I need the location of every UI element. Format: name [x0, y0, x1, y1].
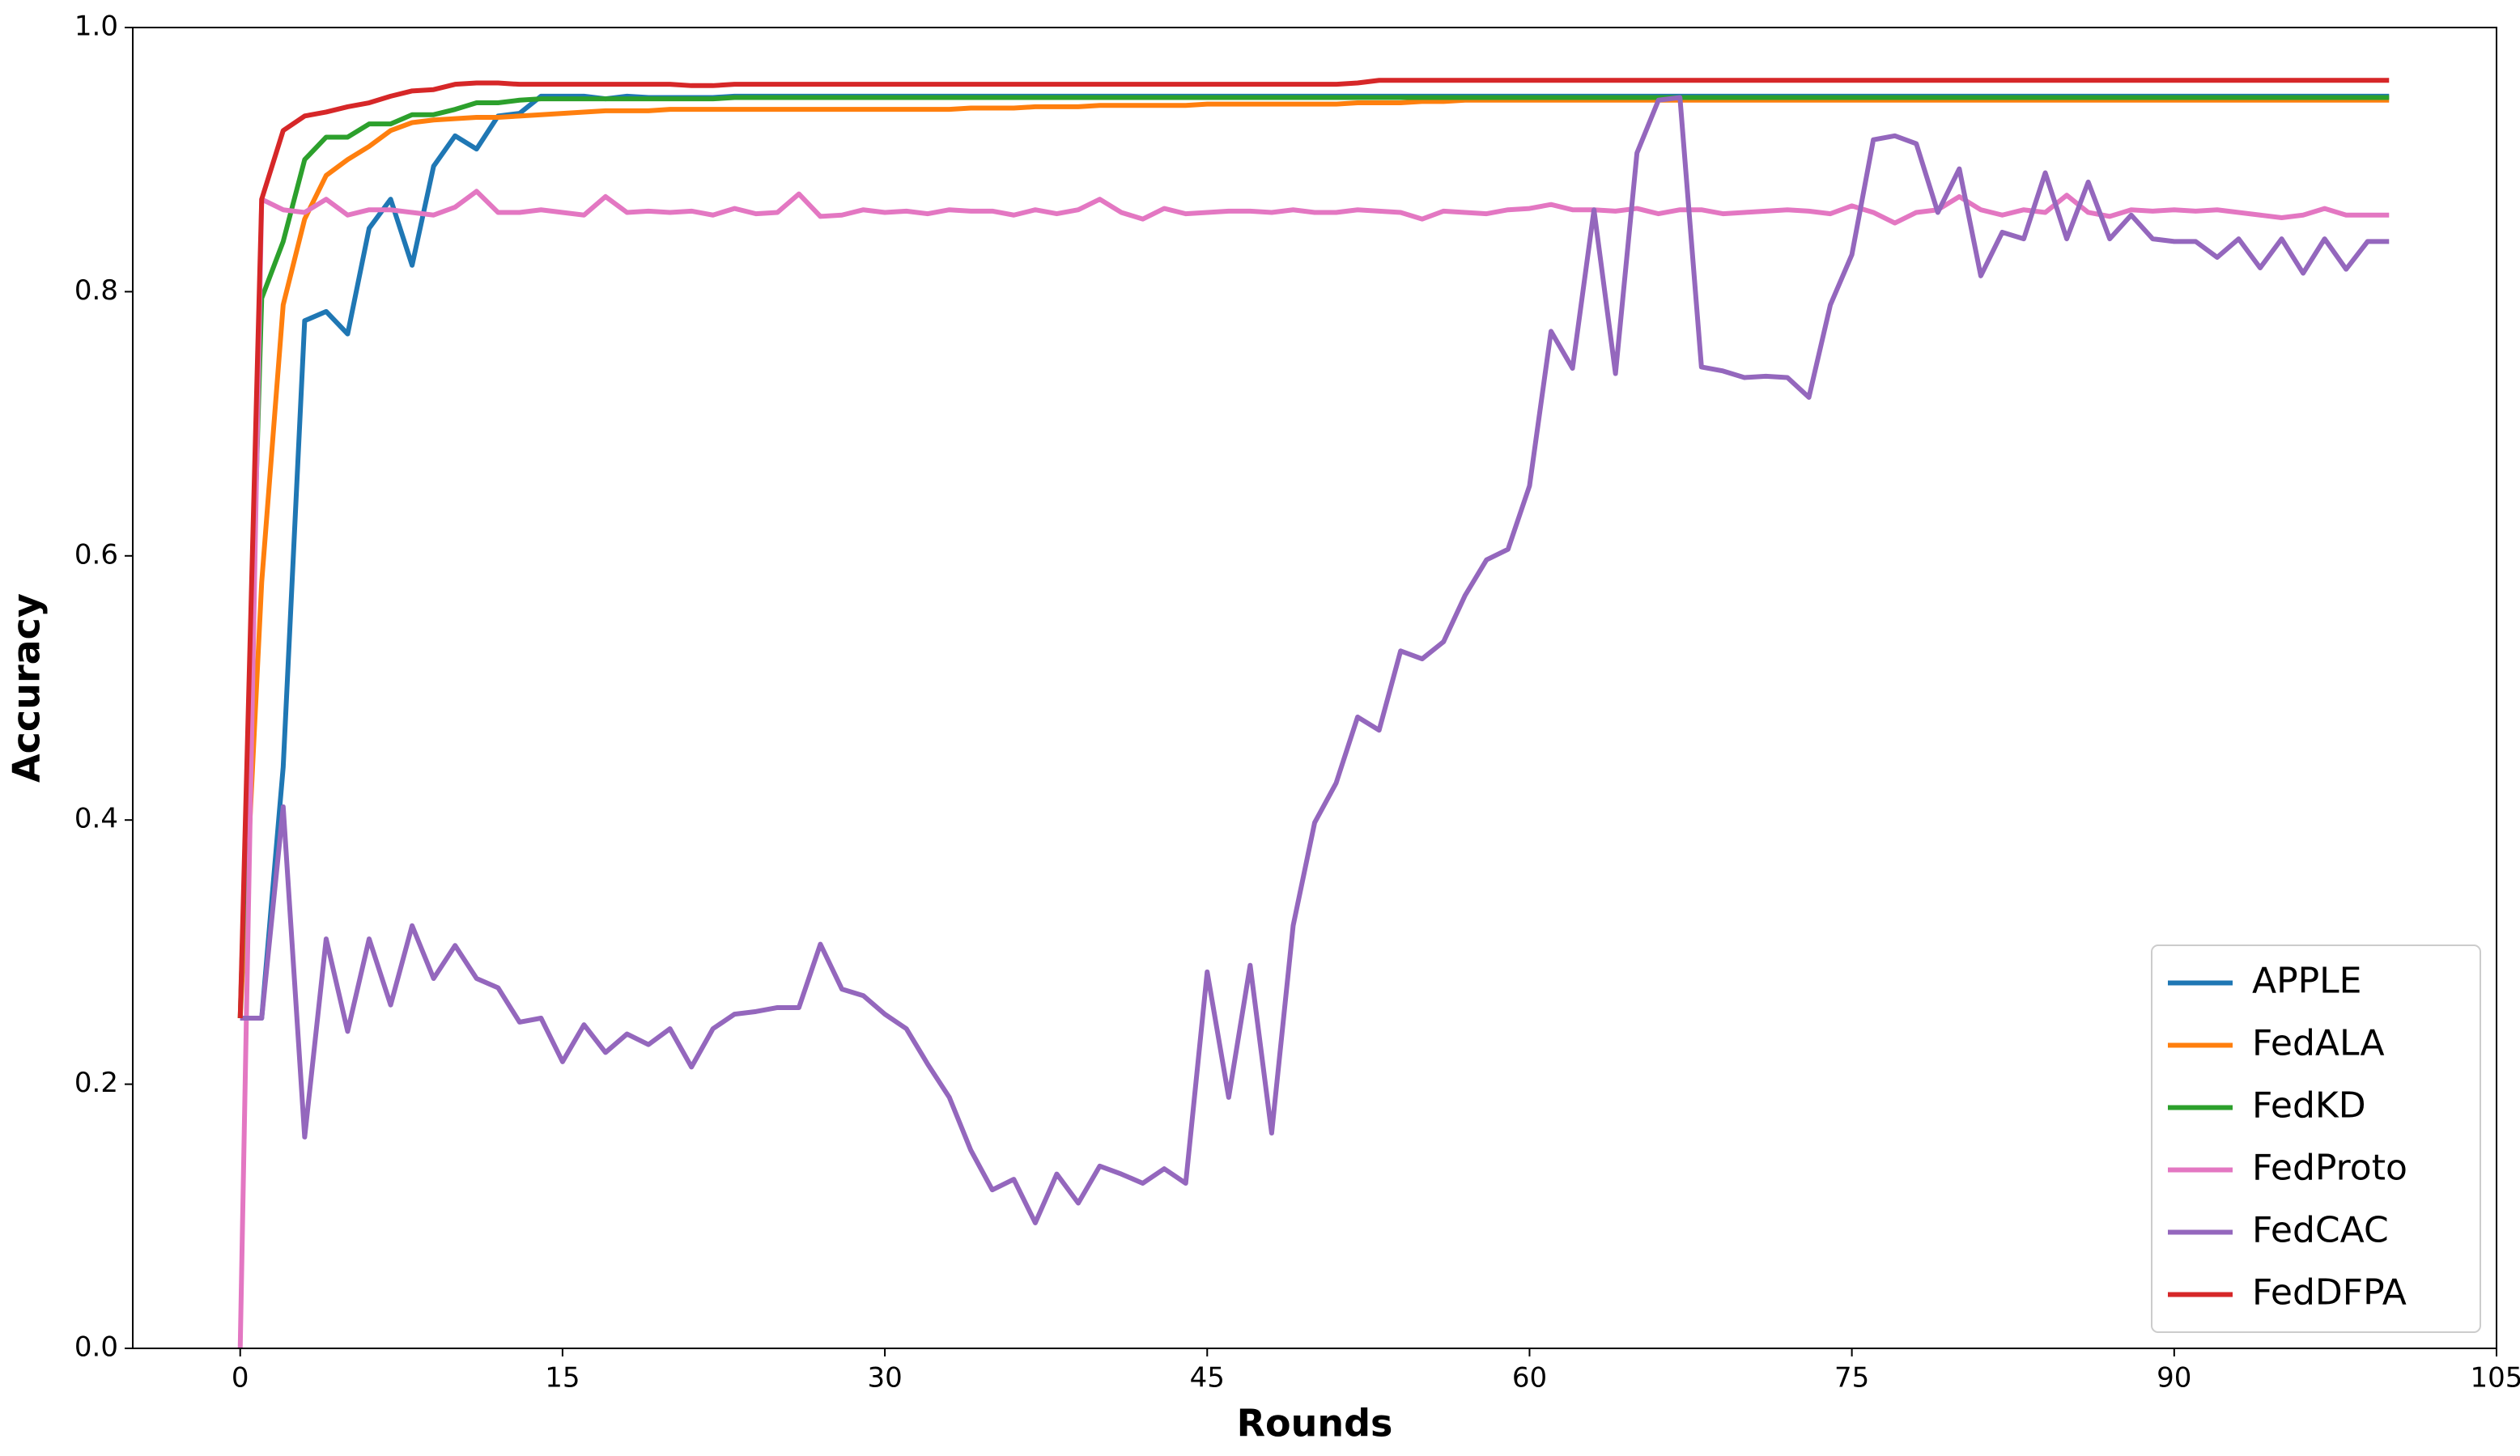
y-tick-label: 0.2 [74, 1067, 118, 1099]
x-tick-label: 30 [867, 1362, 902, 1394]
line-series [240, 95, 2390, 1225]
x-tick-label: 90 [2157, 1362, 2191, 1394]
x-tick-label: 75 [1834, 1362, 1869, 1394]
x-tick-label: 15 [545, 1362, 580, 1394]
y-axis-label: Accuracy [5, 593, 49, 783]
line-series [237, 95, 2390, 1019]
x-tick-label: 45 [1190, 1362, 1225, 1394]
line-series [237, 189, 2390, 1349]
x-tick-label: 60 [1512, 1362, 1547, 1394]
x-axis-label: Rounds [1237, 1402, 1393, 1445]
legend-label: APPLE [2252, 961, 2361, 1002]
legend-label: FedProto [2252, 1148, 2407, 1189]
plot-frame [132, 27, 2497, 1349]
legend-label: FedALA [2252, 1023, 2385, 1064]
y-tick-label: 0.4 [74, 803, 118, 835]
line-series [237, 78, 2390, 1019]
x-tick-label: 0 [232, 1362, 249, 1394]
y-tick-label: 0.0 [74, 1331, 118, 1364]
legend-label: FedDFPA [2252, 1272, 2407, 1314]
legend-label: FedKD [2252, 1085, 2366, 1127]
y-tick-label: 0.8 [74, 274, 118, 307]
line-series [237, 97, 2390, 1019]
y-tick-label: 0.6 [74, 538, 118, 571]
y-tick-label: 1.0 [74, 11, 118, 43]
legend-box [2151, 944, 2481, 1333]
legend-label: FedCAC [2252, 1210, 2389, 1251]
x-tick-label: 105 [2471, 1362, 2520, 1394]
